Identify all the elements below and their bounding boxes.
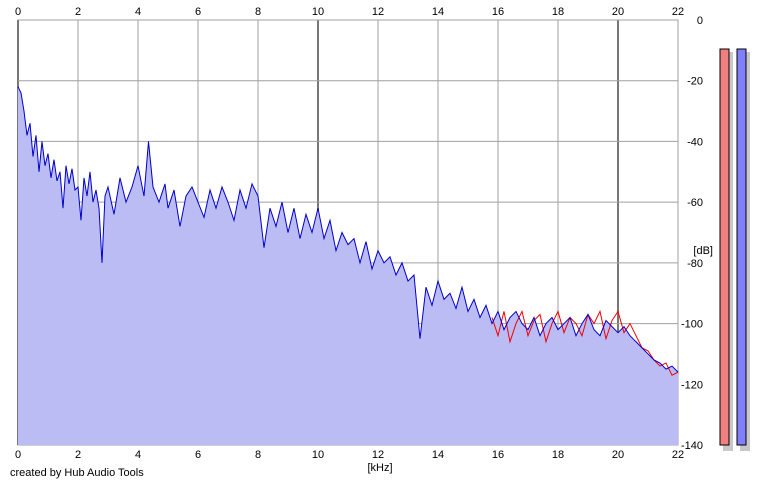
x-tick-label-top: 20 bbox=[612, 6, 624, 18]
y-tick-label: -120 bbox=[681, 379, 703, 391]
series-line-blue bbox=[17, 86, 679, 373]
x-tick-label-bottom: 20 bbox=[612, 449, 624, 461]
x-axis-label: [kHz] bbox=[367, 462, 392, 474]
x-tick-label-bottom: 12 bbox=[372, 449, 384, 461]
spectrum-lines bbox=[17, 86, 679, 376]
y-tick-label: -20 bbox=[687, 76, 703, 88]
x-tick-label-top: 18 bbox=[552, 6, 564, 18]
x-tick-label-top: 6 bbox=[195, 6, 201, 18]
x-tick-label-bottom: 10 bbox=[312, 449, 324, 461]
x-tick-label-bottom: 4 bbox=[135, 449, 141, 461]
x-tick-label-top: 8 bbox=[255, 6, 261, 18]
x-tick-label-top: 12 bbox=[372, 6, 384, 18]
x-tick-label-bottom: 2 bbox=[75, 449, 81, 461]
x-tick-label-bottom: 22 bbox=[672, 449, 684, 461]
y-tick-label: -40 bbox=[687, 136, 703, 148]
level-meter bbox=[736, 48, 747, 446]
x-tick-label-bottom: 14 bbox=[432, 449, 444, 461]
y-tick-label: -100 bbox=[681, 319, 703, 331]
x-tick-label-top: 14 bbox=[432, 6, 444, 18]
x-tick-label-bottom: 6 bbox=[195, 449, 201, 461]
y-axis-label: [dB] bbox=[693, 245, 713, 257]
level-meter bbox=[719, 48, 730, 446]
x-tick-label-top: 0 bbox=[15, 6, 21, 18]
x-tick-label-top: 4 bbox=[135, 6, 141, 18]
spectrum-fill bbox=[18, 86, 678, 446]
y-tick-label: -80 bbox=[687, 258, 703, 270]
x-tick-label-top: 2 bbox=[75, 6, 81, 18]
series-line-red bbox=[491, 309, 679, 376]
y-tick-label: 0 bbox=[697, 15, 703, 27]
axes: 002244668810101212141416161818202022220-… bbox=[15, 6, 713, 474]
x-tick-label-bottom: 8 bbox=[255, 449, 261, 461]
spectrum-area bbox=[18, 86, 678, 446]
y-tick-label: -60 bbox=[687, 197, 703, 209]
x-tick-label-bottom: 0 bbox=[15, 449, 21, 461]
credit-text: created by Hub Audio Tools bbox=[10, 467, 144, 479]
x-tick-label-bottom: 16 bbox=[492, 449, 504, 461]
x-tick-label-bottom: 18 bbox=[552, 449, 564, 461]
x-tick-label-top: 22 bbox=[672, 6, 684, 18]
x-tick-label-top: 16 bbox=[492, 6, 504, 18]
y-tick-label: -140 bbox=[681, 440, 703, 452]
x-tick-label-top: 10 bbox=[312, 6, 324, 18]
level-meters bbox=[719, 48, 750, 451]
